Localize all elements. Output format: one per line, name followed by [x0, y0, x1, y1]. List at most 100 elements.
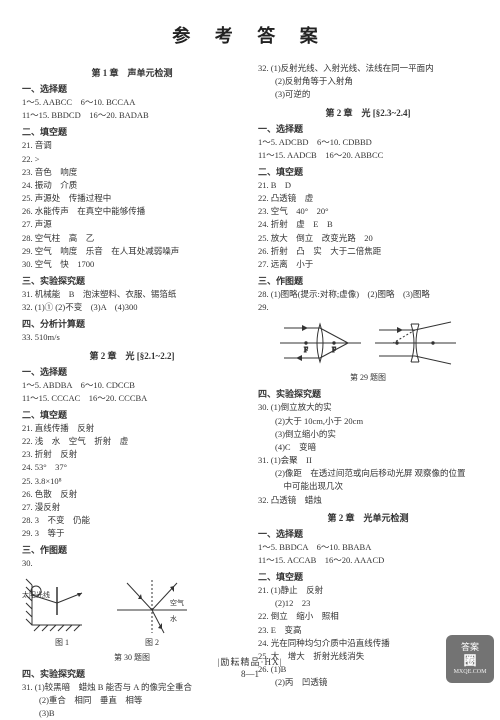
answer-line: 31. (1)会聚 II	[258, 454, 478, 467]
answer-line: 26. 折射 凸 实 大于二倍焦距	[258, 245, 478, 258]
answer-line: 28. 3 不变 仍能	[22, 514, 242, 527]
answer-line: (2)像距 在透过间范或向后移动光屏 观察像的位置	[258, 467, 478, 480]
svg-text:F: F	[304, 346, 308, 354]
chapter-heading: 第 2 章 光 [§2.3~2.4]	[258, 106, 478, 119]
answer-line: 29.	[258, 301, 478, 314]
svg-text:F: F	[332, 346, 336, 354]
footer-brand: |励耘精品·HX|	[0, 656, 500, 669]
answer-line: 24. 光在同种均匀介质中沿直线传播	[258, 637, 478, 650]
answer-line: 31. (1)较黑暗 蜡烛 B 能否与 A 的像完全重合	[22, 681, 242, 694]
answer-line: 22. 浅 水 空气 折射 虚	[22, 435, 242, 448]
answer-line: 30. (1)倒立放大的实	[258, 401, 478, 414]
answer-line: 27. 漫反射	[22, 501, 242, 514]
answer-line: 32. (1)反射光线、入射光线、法线在同一平面内	[258, 62, 478, 75]
answer-line: 29. 空气 响度 乐音 在人耳处减弱噪声	[22, 245, 242, 258]
section-head: 四、分析计算题	[22, 317, 242, 330]
answer-line: 21. 音调	[22, 139, 242, 152]
answer-line: 29. 3 等于	[22, 527, 242, 540]
answer-line: 21. B D	[258, 179, 478, 192]
figure-caption: 图 2	[145, 637, 159, 648]
diagram-refraction-icon: 空气 水	[112, 575, 192, 635]
watermark-url: MXQE.COM	[454, 669, 487, 676]
answer-line: 21. 直线传播 反射	[22, 422, 242, 435]
answer-line: 24. 53° 37°	[22, 461, 242, 474]
section-head: 二、填空题	[258, 570, 478, 583]
answer-line: 25. 声源处 传播过程中	[22, 192, 242, 205]
diagram-mirror-icon: 太阳光线	[22, 575, 102, 635]
answer-line: 28. (1)图略(提示:对称;虚像) (2)图略 (3)图略	[258, 288, 478, 301]
answer-line: (2)重合 相同 垂直 相等	[22, 694, 242, 707]
section-head: 一、选择题	[22, 365, 242, 378]
answer-line: 22. 倒立 缩小 照相	[258, 610, 478, 623]
answer-line: 1～5. BBDCA 6～10. BBABA	[258, 541, 478, 554]
answer-line: 31. 机械能 B 泡沫塑料、衣服、锡箔纸	[22, 288, 242, 301]
answer-line: 11～15. CCCAC 16～20. CCCBA	[22, 392, 242, 405]
answer-line: (2)12 23	[258, 597, 478, 610]
answer-line: 26. 水能传声 在真空中能够传播	[22, 205, 242, 218]
answer-line: 22. 凸透镜 虚	[258, 192, 478, 205]
section-head: 三、作图题	[22, 543, 242, 556]
figure-1: 太阳光线 图 1	[22, 575, 102, 648]
answer-line: 11～15. AADCB 16～20. ABBCC	[258, 149, 478, 162]
answer-line: 25. 3.8×10⁸	[22, 475, 242, 488]
answer-line: (3)B	[22, 707, 242, 720]
answer-line: 33. 510m/s	[22, 331, 242, 344]
answer-line: (3)倒立缩小的实	[258, 428, 478, 441]
figure-group-caption: 第 29 题图	[258, 372, 478, 383]
answer-line: 30.	[22, 557, 242, 570]
figure-row: F F	[258, 318, 478, 368]
figure-caption: 图 1	[55, 637, 69, 648]
figure-lens-2	[373, 318, 458, 368]
answer-line: 23. E 变高	[258, 624, 478, 637]
right-column: 32. (1)反射光线、入射光线、法线在同一平面内 (2)反射角等于入射角 (3…	[258, 62, 478, 720]
figure-lens-1: F F	[278, 318, 363, 368]
left-column: 第 1 章 声单元检测 一、选择题 1～5. AABCC 6～10. BCCAA…	[22, 62, 242, 720]
air-label: 空气	[170, 598, 184, 607]
page-title: 参 考 答 案	[0, 0, 500, 62]
answer-line: 30. 空气 快 1700	[22, 258, 242, 271]
chapter-heading: 第 2 章 光单元检测	[258, 511, 478, 524]
section-head: 二、填空题	[258, 165, 478, 178]
section-head: 一、选择题	[22, 82, 242, 95]
answer-line: 1～5. AABCC 6～10. BCCAA	[22, 96, 242, 109]
figure-row: 太阳光线 图 1 空气 水	[22, 575, 242, 648]
figure-2: 空气 水 图 2	[112, 575, 192, 648]
diagram-concave-lens-icon	[373, 318, 458, 368]
answer-line: 23. 空气 40° 20°	[258, 205, 478, 218]
water-label: 水	[170, 614, 177, 623]
answer-line: 23. 音色 响度	[22, 166, 242, 179]
answer-line: 中可能出现几次	[258, 480, 478, 493]
section-head: 三、作图题	[258, 274, 478, 287]
answer-line: 26. 色散 反射	[22, 488, 242, 501]
answer-line: 32. (1)① (2)不变 (3)A (4)300	[22, 301, 242, 314]
answer-line: (2)大于 10cm,小于 20cm	[258, 415, 478, 428]
answer-line: 27. 声源	[22, 218, 242, 231]
footer-page-number: 8—1	[0, 668, 500, 681]
answer-line: 22. >	[22, 153, 242, 166]
answer-line: 11～15. BBDCD 16～20. BADAB	[22, 109, 242, 122]
section-head: 二、填空题	[22, 125, 242, 138]
answer-line: (4)C 变暗	[258, 441, 478, 454]
watermark-top: 答案	[461, 642, 479, 653]
section-head: 三、实验探究题	[22, 274, 242, 287]
answer-line: 24. 折射 虚 E B	[258, 218, 478, 231]
diagram-convex-lens-icon: F F	[278, 318, 363, 368]
answer-line: 28. 空气柱 高 乙	[22, 232, 242, 245]
chapter-heading: 第 2 章 光 [§2.1~2.2]	[22, 349, 242, 362]
section-head: 一、选择题	[258, 122, 478, 135]
answer-line: (3)可逆的	[258, 88, 478, 101]
sunlight-label: 太阳光线	[22, 590, 50, 599]
answer-line: 11～15. ACCAB 16～20. AAACD	[258, 554, 478, 567]
page-footer: |励耘精品·HX| 8—1	[0, 656, 500, 681]
section-head: 一、选择题	[258, 527, 478, 540]
section-head: 二、填空题	[22, 408, 242, 421]
answer-line: 23. 折射 反射	[22, 448, 242, 461]
answer-line: 1～5. ABDBA 6～10. CDCCB	[22, 379, 242, 392]
watermark-badge: 答案 圈 MXQE.COM	[446, 635, 494, 683]
answer-line: 24. 振动 介质	[22, 179, 242, 192]
answer-line: 27. 远离 小于	[258, 258, 478, 271]
answer-line: (2)反射角等于入射角	[258, 75, 478, 88]
answer-line: 32. 凸透镜 蜡烛	[258, 494, 478, 507]
chapter-heading: 第 1 章 声单元检测	[22, 66, 242, 79]
watermark-mid: 圈	[463, 653, 476, 669]
